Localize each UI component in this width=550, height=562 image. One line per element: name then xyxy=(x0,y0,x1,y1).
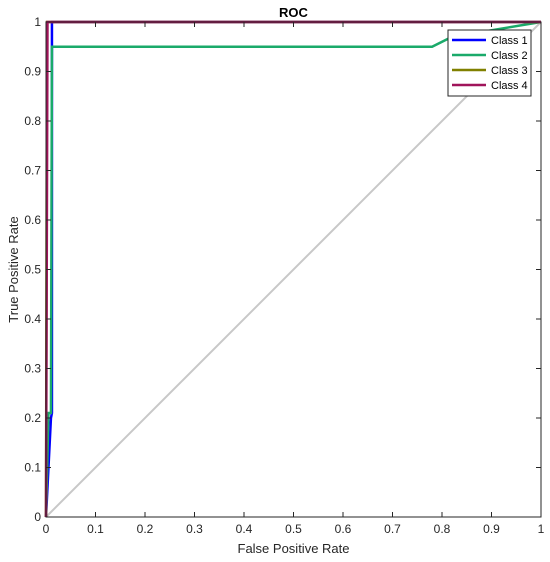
y-tick-label: 0 xyxy=(34,510,41,524)
x-tick-label: 0.5 xyxy=(285,522,302,536)
x-tick-label: 0.9 xyxy=(483,522,500,536)
chance-line xyxy=(45,21,542,518)
y-tick-label: 0.3 xyxy=(24,362,41,376)
y-tick-label: 0.9 xyxy=(24,65,41,79)
legend-label: Class 4 xyxy=(491,80,528,92)
ticks-layer: 0 0.1 0.2 0.3 0.4 0.5 0.6 0.7 0.8 0.9 1 0 0.1 0.2 0.3 0… xyxy=(24,15,544,536)
x-tick-label: 0.8 xyxy=(434,522,451,536)
x-tick-label: 0.4 xyxy=(236,522,253,536)
x-tick-label: 0.1 xyxy=(87,522,104,536)
x-tick-label: 0.7 xyxy=(384,522,401,536)
legend: Class 1 Class 2 Class 3 Class 4 xyxy=(447,29,532,97)
y-tick-label: 1 xyxy=(34,15,41,29)
reference-line-layer xyxy=(45,21,542,518)
y-tick-label: 0.6 xyxy=(24,213,41,227)
x-tick-label: 0.2 xyxy=(137,522,154,536)
x-tick-label: 0 xyxy=(43,522,50,536)
legend-label: Class 1 xyxy=(491,35,528,47)
y-tick-label: 0.1 xyxy=(24,461,41,475)
legend-label: Class 3 xyxy=(491,65,528,77)
x-tick-label: 0.6 xyxy=(335,522,352,536)
x-axis-title: False Positive Rate xyxy=(238,541,350,556)
y-tick-label: 0.5 xyxy=(24,263,41,277)
x-tick-label: 1 xyxy=(538,522,545,536)
x-tick-label: 0.3 xyxy=(186,522,203,536)
y-tick-label: 0.7 xyxy=(24,164,41,178)
y-tick-label: 0.8 xyxy=(24,114,41,128)
y-tick-label: 0.4 xyxy=(24,312,41,326)
chart-title: ROC xyxy=(279,5,309,20)
legend-label: Class 2 xyxy=(491,50,528,62)
y-tick-label: 0.2 xyxy=(24,411,41,425)
y-axis-title: True Positive Rate xyxy=(6,216,21,322)
